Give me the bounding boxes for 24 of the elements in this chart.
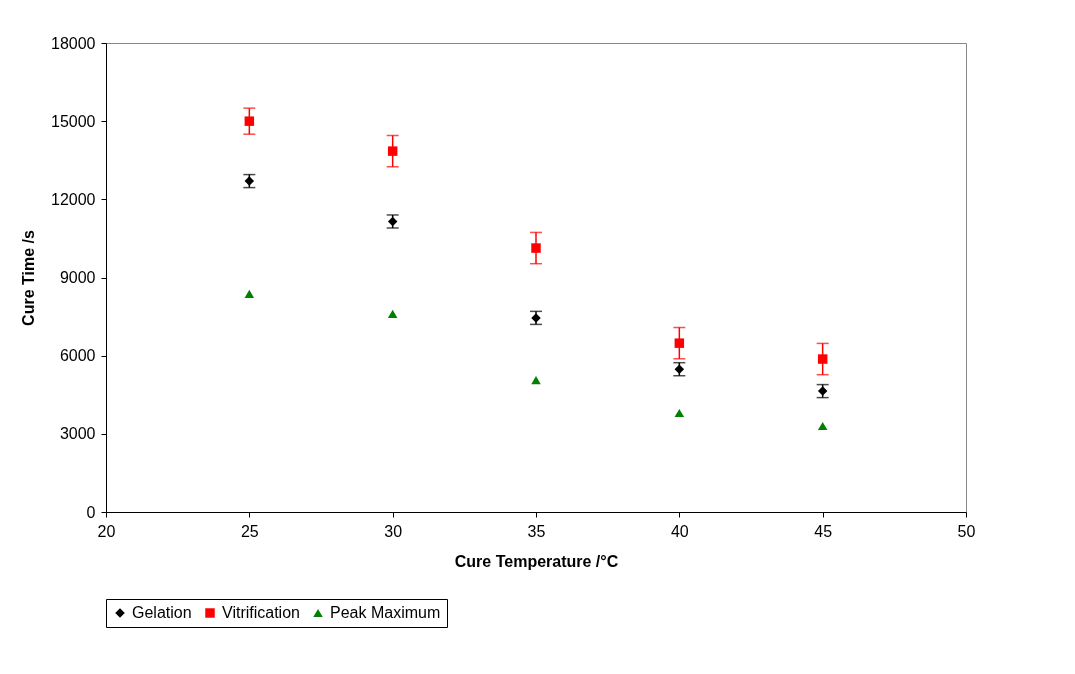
y-tick-label: 12000 [51,190,96,208]
legend-label: Peak Maximum [330,604,441,621]
x-tick-label: 30 [384,522,403,540]
x-tick-label: 45 [814,522,833,540]
y-tick-label: 0 [86,503,96,521]
point [531,376,541,385]
point [674,408,685,418]
x-tick-label: 35 [527,522,546,540]
legend-label: Gelation [132,604,192,621]
y-axis-title: Cure Time /s [20,230,38,326]
y-tick-label: 6000 [59,347,96,365]
legend-label: Vitrification [222,604,300,621]
x-axis-title: Cure Temperature /°C [454,552,619,570]
x-tick-label: 25 [240,522,259,540]
x-tick-label: 50 [957,522,976,540]
y-tick-label: 9000 [59,269,96,286]
point [387,309,398,319]
y-tick-label: 18000 [51,34,96,52]
point [244,289,255,299]
y-tick-label: 15000 [51,112,96,130]
y-tick-label: 3000 [59,425,96,443]
x-tick-label: 40 [670,522,689,540]
x-tick-label: 20 [97,522,116,540]
point [817,421,828,431]
